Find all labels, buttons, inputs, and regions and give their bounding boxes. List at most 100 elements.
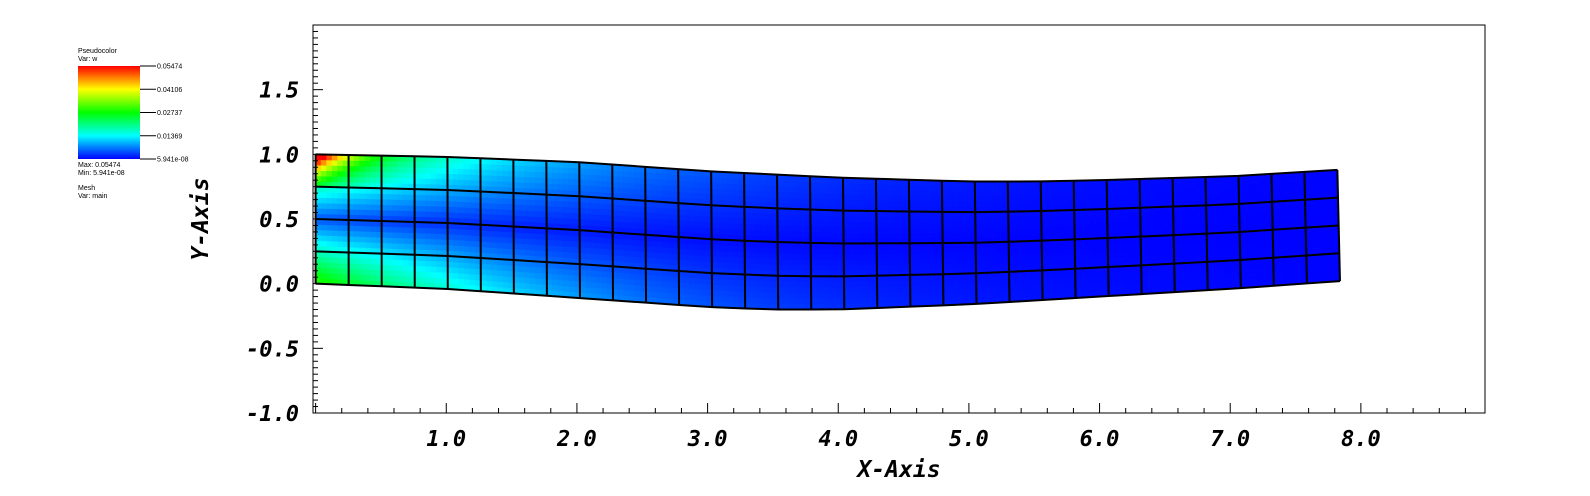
mesh-subcell: [920, 216, 927, 223]
mesh-cell: [1239, 229, 1274, 261]
mesh-subcell: [628, 221, 635, 229]
mesh-subcell: [892, 253, 900, 260]
mesh-subcell: [353, 192, 360, 199]
mesh-subcell: [931, 279, 938, 286]
mesh-subcell: [617, 170, 624, 177]
mesh-subcell: [1162, 239, 1169, 246]
mesh-subcell: [535, 176, 542, 184]
mesh-subcell: [1315, 179, 1322, 186]
mesh-subcell: [991, 226, 998, 233]
mesh-subcell: [1056, 185, 1064, 192]
mesh-subcell: [1091, 272, 1098, 278]
mesh-subcell: [826, 259, 834, 266]
mesh-subcell: [359, 176, 366, 183]
mesh-subcell: [732, 189, 740, 196]
mesh-subcell: [898, 232, 905, 239]
mesh-subcell: [1245, 263, 1252, 270]
mesh-subcell: [1227, 213, 1235, 219]
mesh-subcell: [788, 253, 795, 260]
mesh-subcell: [794, 264, 801, 271]
mesh-subcell: [386, 226, 393, 233]
mesh-cell: [1107, 265, 1143, 297]
mesh-subcell: [898, 226, 905, 233]
mesh-subcell: [959, 283, 966, 290]
mesh-subcell: [728, 290, 735, 298]
mesh-column-line: [973, 181, 978, 304]
mesh-subcell: [996, 191, 1003, 197]
mesh-subcell: [1327, 211, 1334, 218]
mesh-subcell: [359, 192, 366, 200]
mesh-subcell: [1311, 273, 1319, 279]
mesh-subcell: [557, 234, 564, 241]
mesh-subcell: [1117, 212, 1125, 219]
mesh-subcell: [766, 230, 773, 237]
mesh-subcell: [1018, 186, 1025, 192]
mesh-subcell: [1063, 229, 1070, 236]
mesh-cell: [1040, 180, 1075, 212]
mesh-subcell: [931, 289, 939, 296]
mesh-subcell: [535, 272, 542, 279]
mesh-subcell: [980, 191, 987, 198]
mesh-subcell: [1251, 267, 1258, 274]
mesh-subcell: [998, 291, 1005, 298]
mesh-subcell: [386, 199, 393, 206]
mesh-subcell: [485, 197, 492, 204]
mesh-subcell: [1119, 280, 1126, 287]
mesh-subcell: [370, 171, 377, 178]
mesh-subcell: [1189, 238, 1197, 245]
mesh-subcell: [991, 221, 998, 228]
mesh-subcell: [425, 200, 432, 207]
mesh-subcell: [585, 269, 592, 277]
mesh-subcell: [623, 244, 630, 251]
mesh-subcell: [1293, 176, 1300, 183]
mesh-subcell: [661, 258, 669, 265]
mesh-subcell: [359, 268, 366, 276]
mesh-subcell: [952, 190, 959, 197]
mesh-subcell: [980, 221, 987, 228]
mesh-subcell: [622, 176, 630, 183]
mesh-subcell: [452, 211, 459, 219]
mesh-subcell: [1029, 200, 1036, 207]
mesh-subcell: [662, 292, 669, 299]
mesh-subcell: [727, 211, 734, 218]
mesh-subcell: [914, 200, 921, 207]
mesh-subcell: [370, 269, 377, 276]
mesh-subcell: [1243, 188, 1251, 195]
mesh-subcell: [364, 263, 371, 270]
mesh-subcell: [491, 263, 498, 271]
mesh-subcell: [920, 232, 927, 239]
mesh-subcell: [469, 229, 476, 236]
mesh-subcell: [1024, 215, 1031, 222]
mesh-subcell: [1128, 193, 1135, 199]
mesh-subcell: [331, 262, 338, 269]
mesh-subcell: [1185, 271, 1192, 278]
mesh-subcell: [397, 226, 404, 233]
mesh-subcell: [337, 235, 344, 242]
mesh-subcell: [463, 179, 470, 186]
mesh-subcell: [1084, 189, 1091, 196]
mesh-subcell: [1062, 195, 1069, 201]
mesh-subcell: [1261, 243, 1268, 250]
mesh-subcell: [1163, 277, 1170, 284]
mesh-subcell: [948, 283, 955, 290]
mesh-subcell: [920, 284, 928, 291]
mesh-subcell: [529, 210, 536, 217]
mesh-subcell: [799, 231, 806, 238]
mesh-subcell: [600, 169, 608, 176]
mesh-subcell: [650, 212, 657, 219]
mesh-subcell: [628, 182, 635, 190]
mesh-subcell: [1124, 284, 1131, 291]
mesh-subcell: [1251, 277, 1258, 283]
mesh-subcell: [700, 289, 707, 296]
mesh-subcell: [337, 165, 344, 172]
mesh-subcell: [1053, 283, 1060, 290]
mesh-subcell: [436, 205, 443, 213]
mesh-column-line: [1270, 173, 1275, 286]
mesh-subcell: [793, 230, 800, 238]
mesh-subcell: [1113, 256, 1120, 263]
mesh-subcell: [787, 180, 794, 187]
mesh-subcell: [953, 232, 960, 239]
mesh-subcell: [1293, 190, 1300, 197]
mesh-subcell: [887, 291, 895, 298]
